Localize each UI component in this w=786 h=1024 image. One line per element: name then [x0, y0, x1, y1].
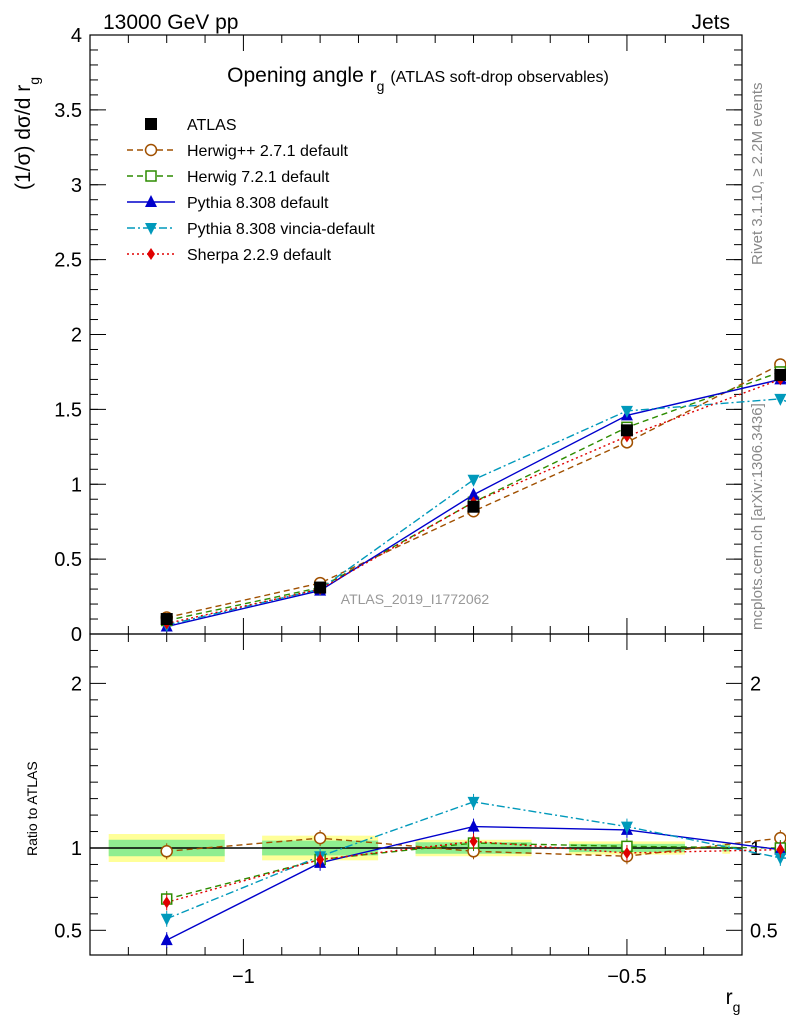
ratio-y-tick-label: 2	[71, 673, 82, 695]
main-point-atlas	[160, 613, 173, 626]
main-y-label-sub: g	[26, 77, 42, 85]
ratio-point-pythia-8-308-default	[467, 819, 480, 832]
legend-marker-sherpa-2-2-9-default	[147, 248, 155, 260]
ratio-point-sherpa-2-2-9-default	[776, 843, 785, 856]
main-y-tick-label: 3.5	[54, 100, 82, 122]
legend-marker-herwig-7-2-1-default	[145, 170, 157, 182]
ratio-y-tick-label-right: 0.5	[750, 920, 778, 942]
ratio-y-tick-label: 1	[71, 838, 82, 860]
main-y-tick-label: 3	[71, 175, 82, 197]
ratio-point-herwig-2-7-1-default	[160, 845, 173, 858]
ratio-x-tick-label: −0.5	[607, 966, 646, 988]
main-line-herwig-7-2-1-default	[166, 371, 786, 622]
ratio-y-tick-label-right: 1	[750, 838, 761, 860]
legend-label-herwig-2-7-1-default: Herwig++ 2.7.1 default	[187, 143, 349, 160]
analysis-watermark: ATLAS_2019_I1772062	[341, 591, 490, 607]
main-y-tick-label: 0.5	[54, 549, 82, 571]
legend: ATLAS Herwig++ 2.7.1 default Herwig 7.2.1 …	[127, 117, 375, 264]
legend-label-herwig-7-2-1-default: Herwig 7.2.1 default	[187, 169, 330, 186]
main-y-tick-label: 1.5	[54, 399, 82, 421]
main-y-label-text: (1/σ) dσ/d r	[12, 85, 35, 190]
ratio-point-pythia-8-308-vincia-default	[774, 852, 786, 865]
ratio-line-pythia-8-308-vincia-default	[166, 801, 786, 920]
ratio-point-pythia-8-308-vincia-default	[620, 821, 633, 834]
main-title-sub: g	[377, 78, 385, 94]
ratio-x-label: rg	[726, 986, 741, 1015]
ratio-x-tick-label: −1	[232, 966, 255, 988]
header-right: Jets	[691, 11, 730, 34]
ratio-point-sherpa-2-2-9-default	[162, 896, 171, 909]
ratio-point-herwig-2-7-1-default	[313, 831, 327, 845]
legend-marker-pythia-8-308-default	[145, 195, 157, 207]
ratio-line-herwig-7-2-1-default	[166, 842, 786, 900]
ratio-line-sherpa-2-2-9-default	[166, 840, 786, 903]
ratio-point-pythia-8-308-vincia-default	[160, 913, 173, 926]
main-y-tick-label: 2.5	[54, 250, 82, 272]
ratio-point-sherpa-2-2-9-default	[622, 846, 631, 859]
main-line-pythia-8-308-default	[166, 378, 786, 628]
ratio-y-tick-label-right: 2	[750, 673, 761, 695]
legend-marker-herwig-2-7-1-default	[144, 143, 158, 157]
ratio-point-pythia-8-308-default	[160, 933, 173, 946]
legend-marker-atlas	[145, 118, 157, 130]
main-point-atlas	[467, 500, 480, 513]
main-point-pythia-8-308-vincia-default	[467, 474, 480, 487]
ratio-x-label-text: r	[726, 986, 733, 1009]
main-y-label: (1/σ) dσ/d rg	[12, 77, 42, 190]
ratio-frame	[89, 633, 743, 956]
main-title-rest: (ATLAS soft-drop observables)	[390, 69, 608, 86]
main-line-herwig-2-7-1-default	[166, 363, 786, 619]
ratio-point-pythia-8-308-vincia-default	[467, 796, 480, 809]
ratio-y-label: Ratio to ATLAS	[24, 761, 40, 856]
ratio-x-label-sub: g	[733, 999, 741, 1015]
main-point-pythia-8-308-default	[467, 487, 480, 500]
main-y-tick-label: 2	[71, 325, 82, 347]
ratio-point-sherpa-2-2-9-default	[316, 853, 325, 866]
main-y-tick-label: 0	[71, 624, 82, 646]
main-y-tick-label: 1	[71, 474, 82, 496]
main-point-atlas	[314, 581, 327, 594]
main-point-pythia-8-308-vincia-default	[774, 393, 786, 406]
rivet-label: Rivet 3.1.10, ≥ 2.2M events	[749, 83, 766, 266]
main-line-sherpa-2-2-9-default	[166, 378, 786, 625]
ratio-y-tick-label: 0.5	[54, 920, 82, 942]
mcplots-label: mcplots.cern.ch [arXiv:1306.3436]	[749, 403, 766, 630]
main-title-text: Opening angle r	[227, 64, 376, 87]
main-panel: Opening angle rg (ATLAS soft-drop observa…	[54, 25, 786, 646]
legend-label-pythia-8-308-default: Pythia 8.308 default	[187, 195, 329, 212]
legend-label-atlas: ATLAS	[187, 117, 237, 134]
main-point-pythia-8-308-vincia-default	[620, 405, 633, 418]
main-point-atlas	[774, 368, 786, 381]
legend-label-pythia-8-308-vincia-default: Pythia 8.308 vincia-default	[187, 221, 375, 238]
ratio-point-sherpa-2-2-9-default	[469, 835, 478, 848]
legend-marker-pythia-8-308-vincia-default	[145, 223, 157, 235]
legend-label-sherpa-2-2-9-default: Sherpa 2.2.9 default	[187, 247, 332, 264]
ratio-line-pythia-8-308-default	[166, 825, 786, 941]
main-title: Opening angle rg (ATLAS soft-drop observa…	[227, 64, 609, 94]
main-y-tick-label: 4	[71, 25, 82, 47]
header-left: 13000 GeV pp	[103, 11, 238, 34]
ratio-line-herwig-2-7-1-default	[166, 837, 786, 857]
main-point-atlas	[620, 424, 633, 437]
ratio-panel: −1 −0.5 0.5 0.5 1 1 2 2	[54, 633, 786, 988]
